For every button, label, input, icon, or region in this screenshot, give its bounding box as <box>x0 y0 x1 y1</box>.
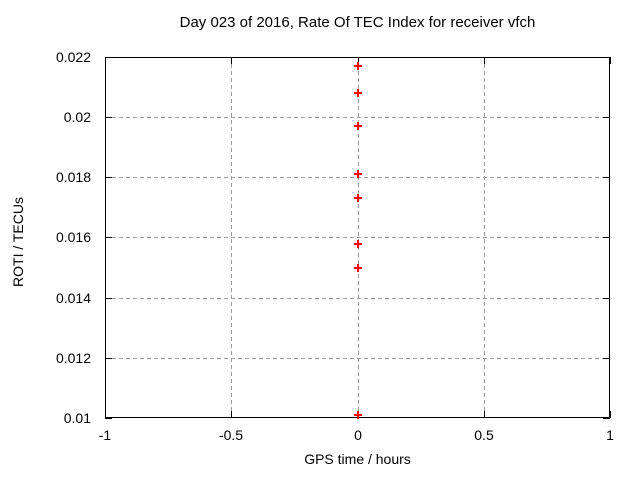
x-tick-label: 0.5 <box>474 427 494 443</box>
y-tick-label: 0.014 <box>55 290 91 306</box>
x-tick-label: -1 <box>98 427 112 443</box>
y-tick-label: 0.02 <box>63 109 91 125</box>
chart-title: Day 023 of 2016, Rate Of TEC Index for r… <box>179 14 536 31</box>
y-tick-label: 0.012 <box>55 350 91 366</box>
y-tick-label: 0.022 <box>55 49 91 65</box>
y-tick-label: 0.016 <box>55 229 91 245</box>
x-tick-label: 0 <box>354 427 362 443</box>
x-tick-label: 1 <box>606 427 614 443</box>
y-tick-label: 0.018 <box>55 169 91 185</box>
x-tick-label: -0.5 <box>218 427 244 443</box>
y-tick-label: 0.01 <box>63 410 91 426</box>
x-axis-title: GPS time / hours <box>304 451 411 467</box>
